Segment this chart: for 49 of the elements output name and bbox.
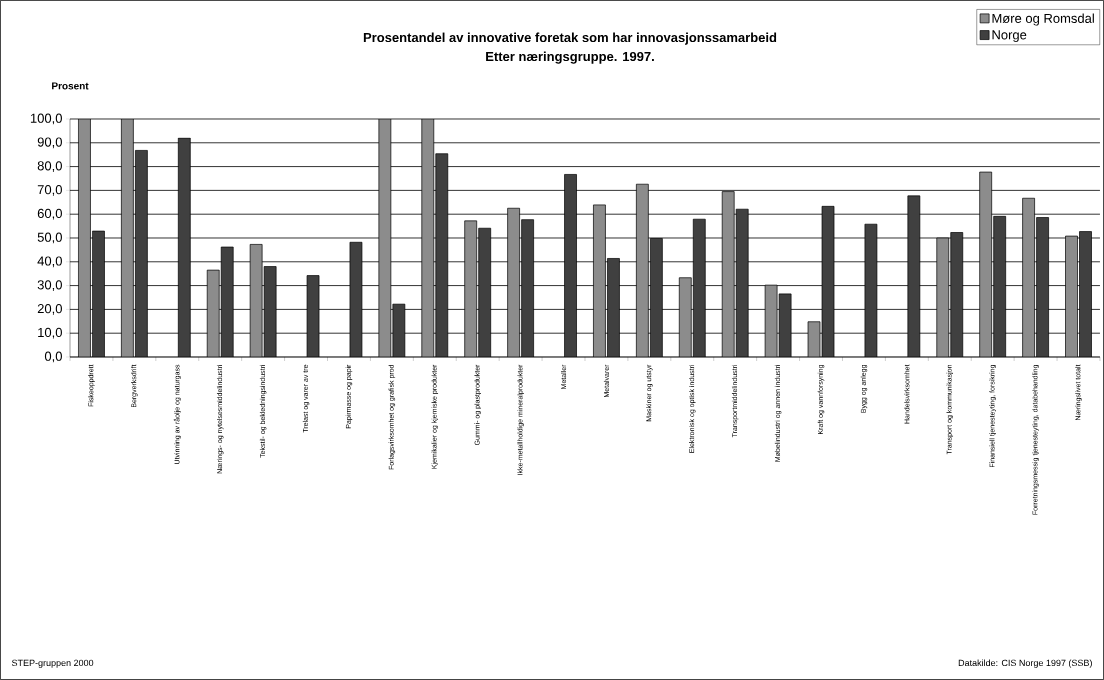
y-tick-label: 60,0: [37, 208, 62, 220]
bar: [178, 138, 191, 357]
y-tick-label: 70,0: [37, 185, 62, 196]
bar: [950, 232, 963, 357]
bar: [1022, 198, 1035, 357]
bar: [464, 220, 477, 357]
bar: [736, 209, 749, 357]
bar: [650, 238, 663, 357]
bar: [478, 228, 491, 357]
bar: [421, 118, 434, 357]
y-tick-label: 80,0: [37, 161, 62, 172]
y-tick-label: 100,0: [30, 113, 62, 125]
y-tick-label: 40,0: [37, 256, 62, 268]
bar: [1036, 217, 1049, 357]
y-tick-label: 90,0: [37, 137, 62, 149]
bar: [936, 237, 949, 357]
bar: [679, 277, 692, 357]
bar: [435, 153, 448, 357]
bar: [979, 172, 992, 357]
bar: [92, 231, 105, 357]
y-tick-label: 30,0: [37, 280, 62, 291]
bar: [607, 258, 620, 357]
y-tick-label: 10,0: [38, 327, 62, 339]
bar: [121, 118, 134, 357]
y-tick-label: 0,0: [44, 351, 62, 363]
bar: [636, 184, 649, 357]
bar: [207, 270, 220, 357]
bar: [564, 174, 577, 357]
bar: [722, 191, 735, 357]
bar: [507, 208, 520, 357]
bar: [521, 219, 534, 357]
bar: [993, 216, 1006, 357]
bar: [221, 247, 234, 357]
bar: [78, 118, 91, 357]
text: STEP-gruppen 2000: [11, 659, 94, 668]
y-tick-label: 20,0: [37, 304, 62, 315]
bar: [907, 195, 920, 357]
bar: [1079, 231, 1092, 357]
bar: [135, 150, 148, 357]
bar: [693, 219, 706, 357]
y-axis-title: Prosent: [52, 82, 89, 90]
legend-label: Norge: [992, 30, 1027, 42]
legend-label: Møre og Romsdal: [992, 13, 1094, 26]
chart-subtitle: Etter næringsgruppe. 1997.: [486, 51, 654, 64]
text: Datakilde: CIS Norge 1997 (SSB): [958, 659, 1092, 668]
chart-title: Prosentandel av innovative foretak som har innovasjonssamarbeid: [363, 32, 777, 45]
bar: [1065, 235, 1078, 357]
y-tick-label: 50,0: [37, 232, 62, 244]
bar: [593, 204, 606, 357]
